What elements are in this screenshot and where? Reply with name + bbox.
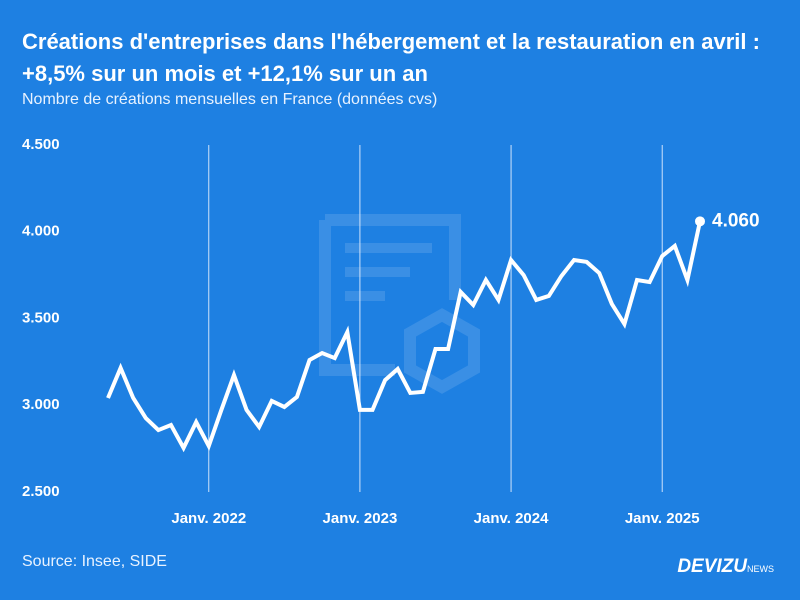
x-tick-label: Janv. 2024 <box>474 510 549 527</box>
brand: DEVIZUNEWS <box>677 556 774 578</box>
x-tick-label: Janv. 2022 <box>171 510 246 527</box>
end-point <box>695 216 705 227</box>
y-tick-label: 2.500 <box>22 483 60 500</box>
brand-suffix: NEWS <box>747 564 774 574</box>
y-tick-label: 3.500 <box>22 309 60 326</box>
data-label: 4.060 <box>712 210 760 231</box>
y-tick-label: 4.000 <box>22 223 60 240</box>
brand-name: DEVIZU <box>677 556 747 577</box>
line <box>106 220 702 453</box>
y-tick-label: 4.500 <box>22 136 60 153</box>
chart-title: Créations d'entreprises dans l'hébergeme… <box>22 29 760 86</box>
watermark <box>319 214 480 394</box>
chart-subtitle: Nombre de créations mensuelles en France… <box>22 91 438 108</box>
x-tick-label: Janv. 2023 <box>323 510 398 527</box>
x-tick-label: Janv. 2025 <box>625 510 700 527</box>
source: Source: Insee, SIDE <box>22 553 167 570</box>
y-tick-label: 3.000 <box>22 396 60 413</box>
